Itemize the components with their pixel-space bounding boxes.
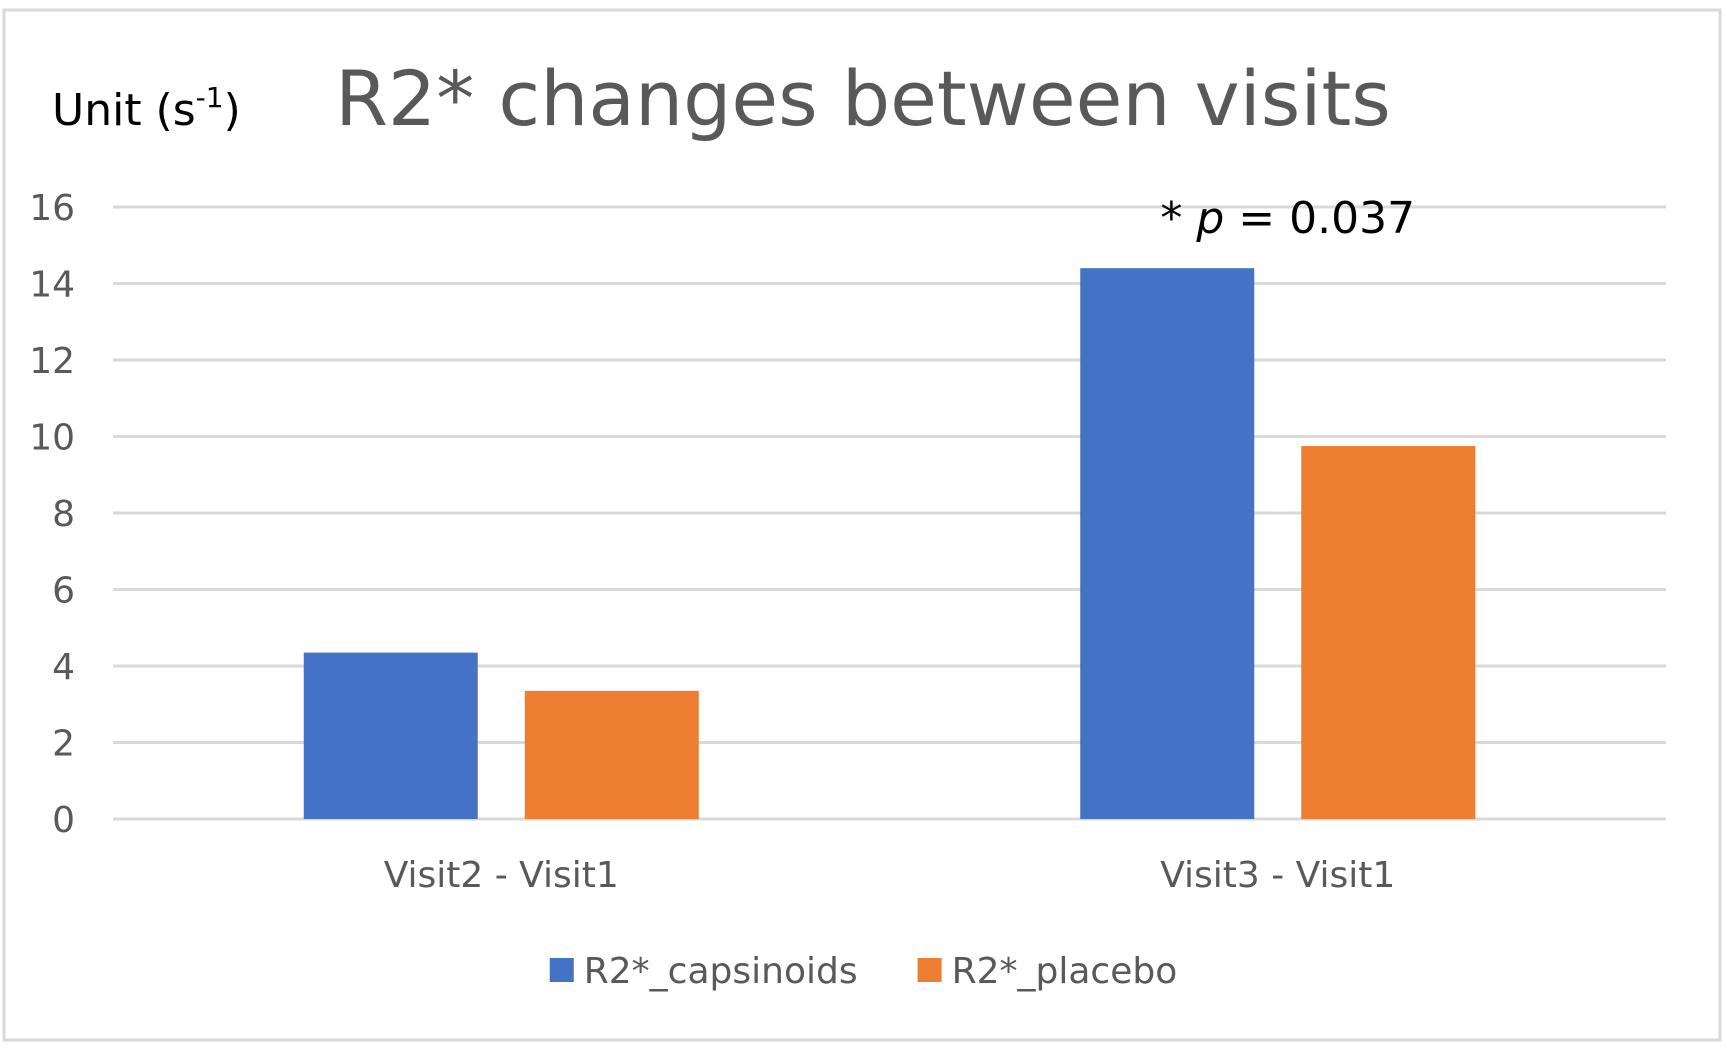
y-axis-label-superscript: -1 (196, 81, 224, 114)
x-category-label: Visit3 - Visit1 (1160, 855, 1395, 896)
bar-r2-placebo-0 (524, 690, 699, 819)
y-tick-label: 4 (52, 647, 75, 688)
legend-swatch (549, 958, 574, 982)
chart-title: R2* changes between visits (335, 54, 1391, 143)
x-axis-categories: Visit2 - Visit1 Visit3 - Visit1 (384, 855, 1396, 896)
y-axis-label: Unit (s-1) (52, 81, 241, 136)
y-axis-ticks: 0 2 4 6 8 10 12 14 16 (29, 188, 75, 841)
y-axis-label-text: Unit (s (52, 85, 196, 136)
legend: R2*_capsinoids R2*_placebo (549, 951, 1178, 992)
legend-label: R2*_placebo (952, 951, 1178, 992)
y-tick-label: 6 (52, 571, 75, 612)
bar-r2-capsinoids-1 (1080, 268, 1255, 819)
y-tick-label: 8 (52, 494, 75, 535)
y-tick-label: 2 (52, 724, 75, 765)
y-tick-label: 10 (29, 418, 75, 459)
y-tick-label: 16 (29, 188, 75, 229)
y-tick-label: 12 (29, 341, 75, 382)
y-tick-label: 14 (29, 265, 75, 306)
bar-r2-capsinoids-0 (303, 652, 478, 819)
y-tick-label: 0 (52, 800, 75, 841)
x-category-label: Visit2 - Visit1 (384, 855, 619, 896)
significance-annotation: * p = 0.037 (1160, 193, 1415, 244)
annotation-suffix: = 0.037 (1224, 193, 1415, 244)
y-axis-label-close: ) (224, 85, 241, 136)
annotation-p: p (1195, 193, 1224, 244)
bars (303, 268, 1476, 819)
legend-swatch (917, 958, 942, 982)
bar-r2-placebo-1 (1301, 446, 1476, 819)
annotation-prefix: * (1160, 193, 1196, 244)
legend-label: R2*_capsinoids (584, 951, 858, 992)
